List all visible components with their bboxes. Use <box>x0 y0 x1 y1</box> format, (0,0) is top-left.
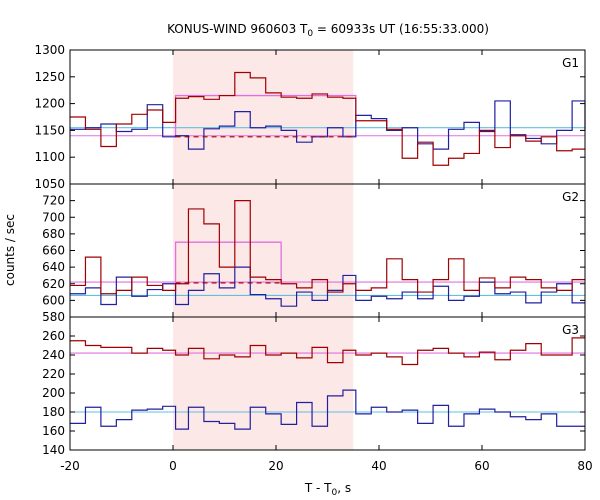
y-tick-label: 240 <box>42 348 65 362</box>
y-tick-label: 620 <box>42 277 65 291</box>
y-tick-label: 600 <box>42 293 65 307</box>
y-tick-label: 220 <box>42 367 65 381</box>
axes-layer: 105011001150120012501300G158060062064066… <box>34 43 592 473</box>
y-tick-label: 1100 <box>34 150 65 164</box>
xlabel-subscript: 0 <box>332 488 338 498</box>
y-tick-label: 640 <box>42 260 65 274</box>
y-tick-label: 700 <box>42 210 65 224</box>
y-tick-label: 720 <box>42 194 65 208</box>
burst-interval-shading <box>173 50 354 450</box>
y-tick-label: 680 <box>42 227 65 241</box>
x-tick-label: 60 <box>474 459 489 473</box>
y-tick-label: 200 <box>42 386 65 400</box>
y-tick-label: 580 <box>42 310 65 324</box>
y-tick-label: 160 <box>42 424 65 438</box>
shaded-interval-g2 <box>173 184 354 317</box>
panel-label: G3 <box>562 323 579 337</box>
red-count-series <box>70 337 585 366</box>
x-tick-label: -20 <box>60 459 80 473</box>
panel-frame-g3 <box>69 316 586 451</box>
y-tick-label: 260 <box>42 329 65 343</box>
red-count-series <box>70 200 585 295</box>
blue-count-series <box>70 389 585 430</box>
x-axis-label: T - T0, s <box>304 481 351 498</box>
shaded-interval-g1 <box>173 50 354 184</box>
burst-mean-level <box>174 241 282 283</box>
y-tick-label: 660 <box>42 244 65 258</box>
xlabel-rest: , s <box>337 481 351 495</box>
y-tick-label: 1200 <box>34 97 65 111</box>
panel-g3 <box>70 337 585 430</box>
y-tick-label: 140 <box>42 443 65 457</box>
panel-label: G1 <box>562 56 579 70</box>
xlabel-main: T - T <box>304 481 332 495</box>
y-tick-label: 1300 <box>34 43 65 57</box>
y-tick-label: 1150 <box>34 123 65 137</box>
panel-g1 <box>70 71 586 166</box>
x-tick-label: 0 <box>169 459 177 473</box>
y-tick-label: 180 <box>42 405 65 419</box>
panel-g2 <box>70 200 585 307</box>
x-tick-label: 80 <box>577 459 592 473</box>
title-rest: = 60933s UT (16:55:33.000) <box>313 22 489 36</box>
red-count-series <box>70 71 585 166</box>
y-tick-label: 1050 <box>34 177 65 191</box>
chart-title: KONUS-WIND 960603 T0 = 60933s UT (16:55:… <box>167 22 489 39</box>
x-tick-label: 40 <box>371 459 386 473</box>
series-layer <box>70 71 586 430</box>
title-subscript: 0 <box>307 29 313 39</box>
y-axis-label: counts / sec <box>3 214 17 286</box>
y-tick-label: 1250 <box>34 70 65 84</box>
panel-label: G2 <box>562 190 579 204</box>
shaded-interval-g3 <box>173 317 354 450</box>
x-tick-label: 20 <box>268 459 283 473</box>
title-main: KONUS-WIND 960603 T <box>167 22 308 36</box>
